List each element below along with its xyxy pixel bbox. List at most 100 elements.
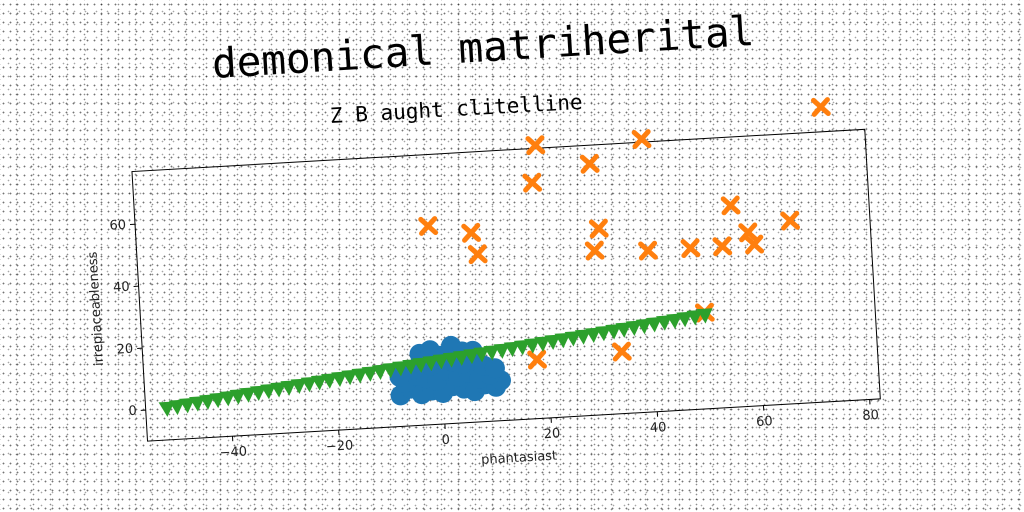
green-triangle-point [300,376,317,393]
x-tick-label: 20 [543,426,560,442]
orange-x-point [638,240,658,261]
green-triangle-point [321,373,337,389]
orange-x-point [631,129,652,149]
x-tick-label: 60 [756,414,773,430]
y-tick-label: 60 [109,218,126,234]
y-axis-label: irrepiaceableness [86,251,108,366]
green-triangle-point [351,368,368,384]
green-triangle-point [584,327,601,344]
green-triangle-point [280,380,297,396]
green-triangle-point [696,308,713,324]
green-triangle-point [493,343,510,359]
x-axis-label: phantasiast [481,449,558,468]
green-triangle-point [290,378,307,395]
orange-x-point [584,240,605,261]
green-triangle-point [524,338,541,354]
green-triangle-point [341,369,358,386]
orange-x-point [522,172,543,193]
green-triangle-point [249,385,266,402]
x-stroke [739,222,758,243]
x-stroke [526,135,545,156]
green-triangle-point [239,387,256,403]
green-triangle-point [361,366,378,382]
orange-x-point [744,234,765,255]
orange-x-point [525,135,546,156]
green-triangle-point [178,397,195,414]
orange-x-point [461,222,482,243]
y-tick-label: 40 [113,280,130,296]
green-triangle-point [432,353,449,370]
green-triangle-point [645,317,662,333]
green-triangle-point [442,352,459,368]
x-stroke [721,195,740,216]
x-stroke [468,244,487,265]
blue-circle-point [389,366,410,387]
x-stroke [580,153,599,174]
green-triangle-point [381,362,398,379]
x-stroke [419,216,438,236]
x-stroke [811,97,830,117]
green-triangle-point [422,355,439,372]
x-stroke [781,210,800,231]
orange-x-point [810,97,831,117]
green-triangle-point [219,390,236,407]
orange-x-point [467,244,488,265]
x-tick-label: 0 [441,433,450,448]
x-tick-label: 80 [862,408,879,424]
green-triangle-point [686,310,703,326]
green-triangle-point [473,346,490,363]
orange-x-point [611,341,632,362]
x-stroke [713,236,732,257]
x-stroke [681,238,700,259]
green-triangle-point [666,313,683,329]
green-triangle-point [402,359,419,375]
green-triangle-point [625,320,642,336]
green-triangle-point [656,315,673,331]
green-triangle-point [463,348,480,365]
x-stroke [745,234,764,255]
y-tick-label: 20 [116,342,133,358]
green-triangle-point [392,360,409,377]
x-stroke [527,349,547,370]
green-triangle-point [412,357,429,373]
x-tick-label: 40 [650,420,667,436]
orange-x-point [418,216,439,236]
green-triangle-point [229,389,246,405]
x-stroke [638,240,658,261]
green-triangle-point [158,401,175,417]
orange-x-point [588,218,609,239]
x-stroke [632,129,651,149]
green-triangle-point [189,396,206,412]
green-triangle-point [554,332,571,349]
orange-x-point [579,153,600,174]
green-triangle-point [483,345,500,361]
x-tick-label: −20 [326,438,354,455]
blue-circle-point [484,358,505,379]
green-triangle-point [270,382,287,398]
plot-frame [131,128,881,442]
x-stroke [462,222,481,243]
green-triangle-point [564,331,581,347]
green-triangle-point [452,350,469,366]
x-tick-label: −40 [219,444,247,461]
green-triangle-point [503,341,520,358]
green-triangle-point [260,383,277,400]
green-triangle-point [676,311,693,328]
green-triangle-point [534,336,551,352]
green-triangle-point [168,399,185,416]
green-triangle-point [544,334,561,351]
y-tick-label: 0 [128,404,137,419]
orange-x-point [720,195,741,216]
orange-x-point [680,238,701,259]
orange-x-point [527,349,547,370]
green-triangle-point [635,318,652,335]
x-stroke [523,172,542,193]
green-triangle-point [595,325,612,342]
green-triangle-point [310,375,327,391]
green-triangle-point [371,364,388,380]
x-stroke [589,218,608,239]
green-triangle-point [199,394,216,410]
x-stroke [585,240,604,261]
green-triangle-point [615,322,632,338]
orange-x-point [712,236,733,257]
